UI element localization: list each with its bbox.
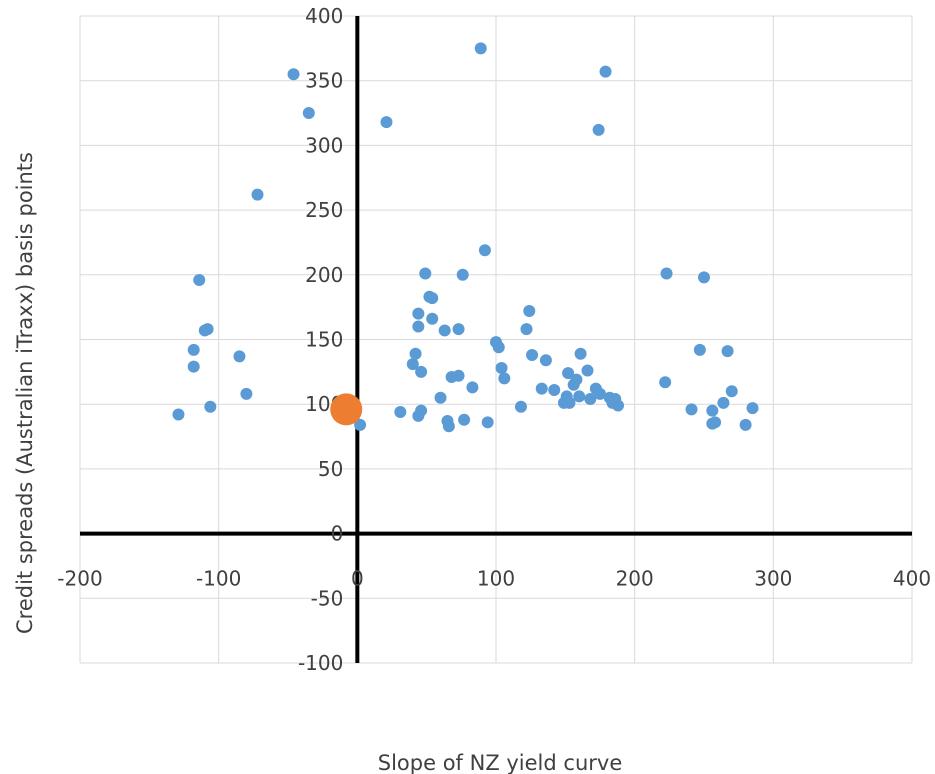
data-point — [526, 349, 539, 362]
data-points — [172, 42, 759, 433]
x-tick-label: 200 — [616, 567, 654, 591]
tick-labels: -200 -100 0 100 200 300 400-100-50050100150200… — [57, 4, 931, 675]
data-point — [495, 361, 508, 374]
data-point — [380, 116, 393, 129]
data-point — [498, 372, 511, 385]
y-tick-label: 300 — [305, 133, 343, 157]
data-point — [201, 323, 214, 336]
x-axis-title: Slope of NZ yield curve — [378, 751, 622, 774]
data-point — [419, 267, 432, 280]
data-point — [659, 376, 672, 389]
x-tick-label: 0 — [351, 567, 364, 591]
x-tick-label: 400 — [893, 567, 931, 591]
data-point — [698, 271, 710, 284]
y-tick-label: -50 — [311, 586, 344, 610]
data-point — [592, 123, 605, 136]
data-point — [706, 404, 719, 417]
data-point — [458, 413, 471, 426]
data-point — [685, 403, 698, 416]
data-point — [354, 418, 367, 431]
data-point — [287, 68, 300, 81]
data-point — [717, 396, 730, 409]
data-point — [302, 107, 315, 120]
data-point — [394, 405, 407, 418]
y-tick-label: 350 — [305, 69, 343, 93]
x-tick-label: -200 — [57, 567, 102, 591]
data-point — [612, 399, 625, 412]
data-point — [523, 305, 536, 318]
x-tick-label: 300 — [754, 567, 792, 591]
y-tick-label: 400 — [305, 4, 343, 28]
data-point — [492, 341, 505, 354]
data-point — [426, 292, 439, 305]
data-point — [240, 387, 253, 400]
data-point — [233, 350, 246, 363]
y-tick-label: -100 — [298, 651, 343, 675]
data-point — [570, 373, 583, 386]
data-point — [520, 323, 533, 336]
data-point — [412, 320, 425, 333]
data-point — [204, 400, 217, 413]
data-point — [573, 390, 586, 403]
data-point — [442, 420, 455, 433]
data-point — [660, 267, 673, 280]
data-point — [456, 268, 469, 281]
y-tick-label: 150 — [305, 328, 343, 352]
y-axis-title: Credit spreads (Australian iTraxx) basis… — [13, 152, 37, 634]
data-point — [415, 404, 428, 417]
y-tick-label: 250 — [305, 198, 343, 222]
data-point — [452, 323, 465, 336]
data-point — [548, 383, 561, 396]
data-point — [434, 391, 447, 404]
y-tick-label: 0 — [331, 522, 344, 546]
data-point — [474, 42, 487, 55]
data-point — [594, 387, 606, 400]
data-point — [415, 365, 428, 378]
x-tick-label: 100 — [477, 567, 515, 591]
data-point — [406, 358, 419, 371]
data-point — [412, 307, 425, 320]
data-point — [563, 396, 576, 409]
data-point — [574, 347, 587, 360]
data-point — [584, 393, 597, 406]
data-point — [581, 364, 594, 377]
data-point — [193, 273, 206, 286]
data-point — [187, 360, 200, 373]
data-point — [725, 385, 738, 398]
data-point — [539, 354, 552, 367]
y-tick-label: 50 — [318, 457, 343, 481]
data-point — [693, 343, 706, 356]
data-point — [599, 65, 612, 78]
data-point — [535, 382, 548, 395]
data-point — [478, 244, 491, 257]
data-point — [409, 347, 422, 360]
data-point — [739, 418, 752, 431]
data-point — [187, 343, 200, 356]
data-point — [721, 345, 734, 358]
data-point — [481, 416, 494, 429]
data-point — [172, 408, 185, 421]
y-tick-label: 200 — [305, 263, 343, 287]
data-point — [438, 324, 451, 337]
data-point — [709, 416, 722, 429]
x-tick-label: -100 — [196, 567, 241, 591]
data-point — [426, 312, 439, 325]
data-point — [452, 369, 465, 382]
data-point — [514, 400, 527, 413]
data-point — [746, 402, 759, 415]
highlight-point — [330, 393, 363, 426]
data-point — [466, 381, 479, 394]
data-point — [562, 367, 575, 380]
data-point — [251, 188, 264, 201]
axes — [80, 16, 912, 663]
